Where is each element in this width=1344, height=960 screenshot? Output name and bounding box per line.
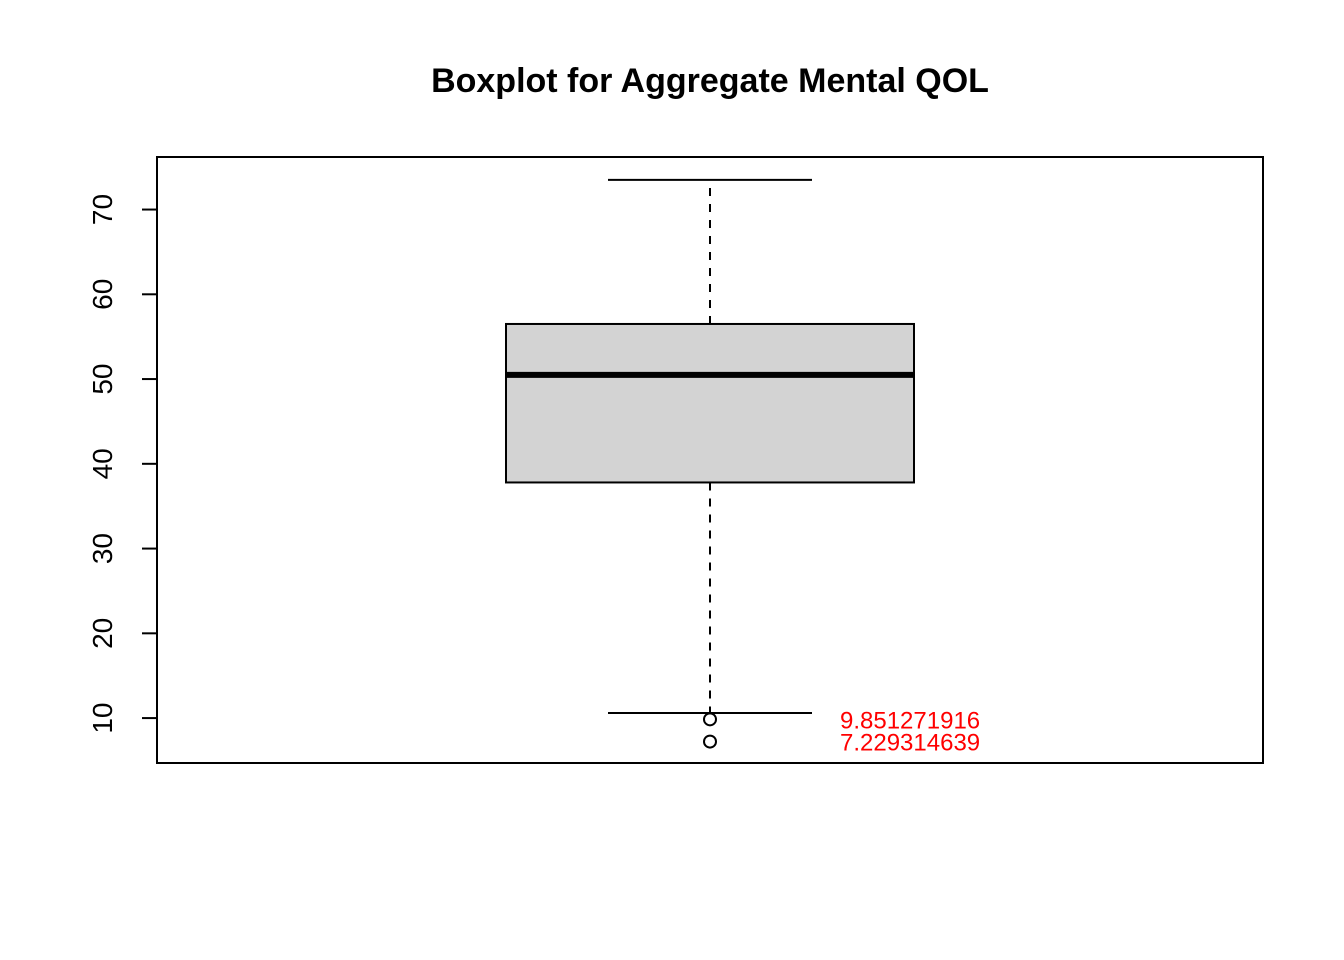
chart-title: Boxplot for Aggregate Mental QOL [431, 62, 989, 100]
outlier-label-1: 9.851271916 [840, 707, 980, 734]
y-tick-label-10: 10 [87, 703, 118, 734]
outlier-point-1 [703, 712, 717, 727]
iqr-box [505, 322, 915, 484]
y-tick-label-20: 20 [87, 618, 118, 649]
y-tick-label-40: 40 [87, 448, 118, 479]
y-tick-label-50: 50 [87, 363, 118, 394]
y-tick-label-30: 30 [87, 533, 118, 564]
y-tick-label-70: 70 [87, 194, 118, 225]
y-axis: 10 20 30 40 50 60 70 [87, 194, 158, 734]
box-group [505, 178, 915, 714]
outlier-label-2: 7.229314639 [840, 730, 980, 757]
y-tick-label-60: 60 [87, 279, 118, 310]
outlier-point-2 [703, 734, 717, 749]
